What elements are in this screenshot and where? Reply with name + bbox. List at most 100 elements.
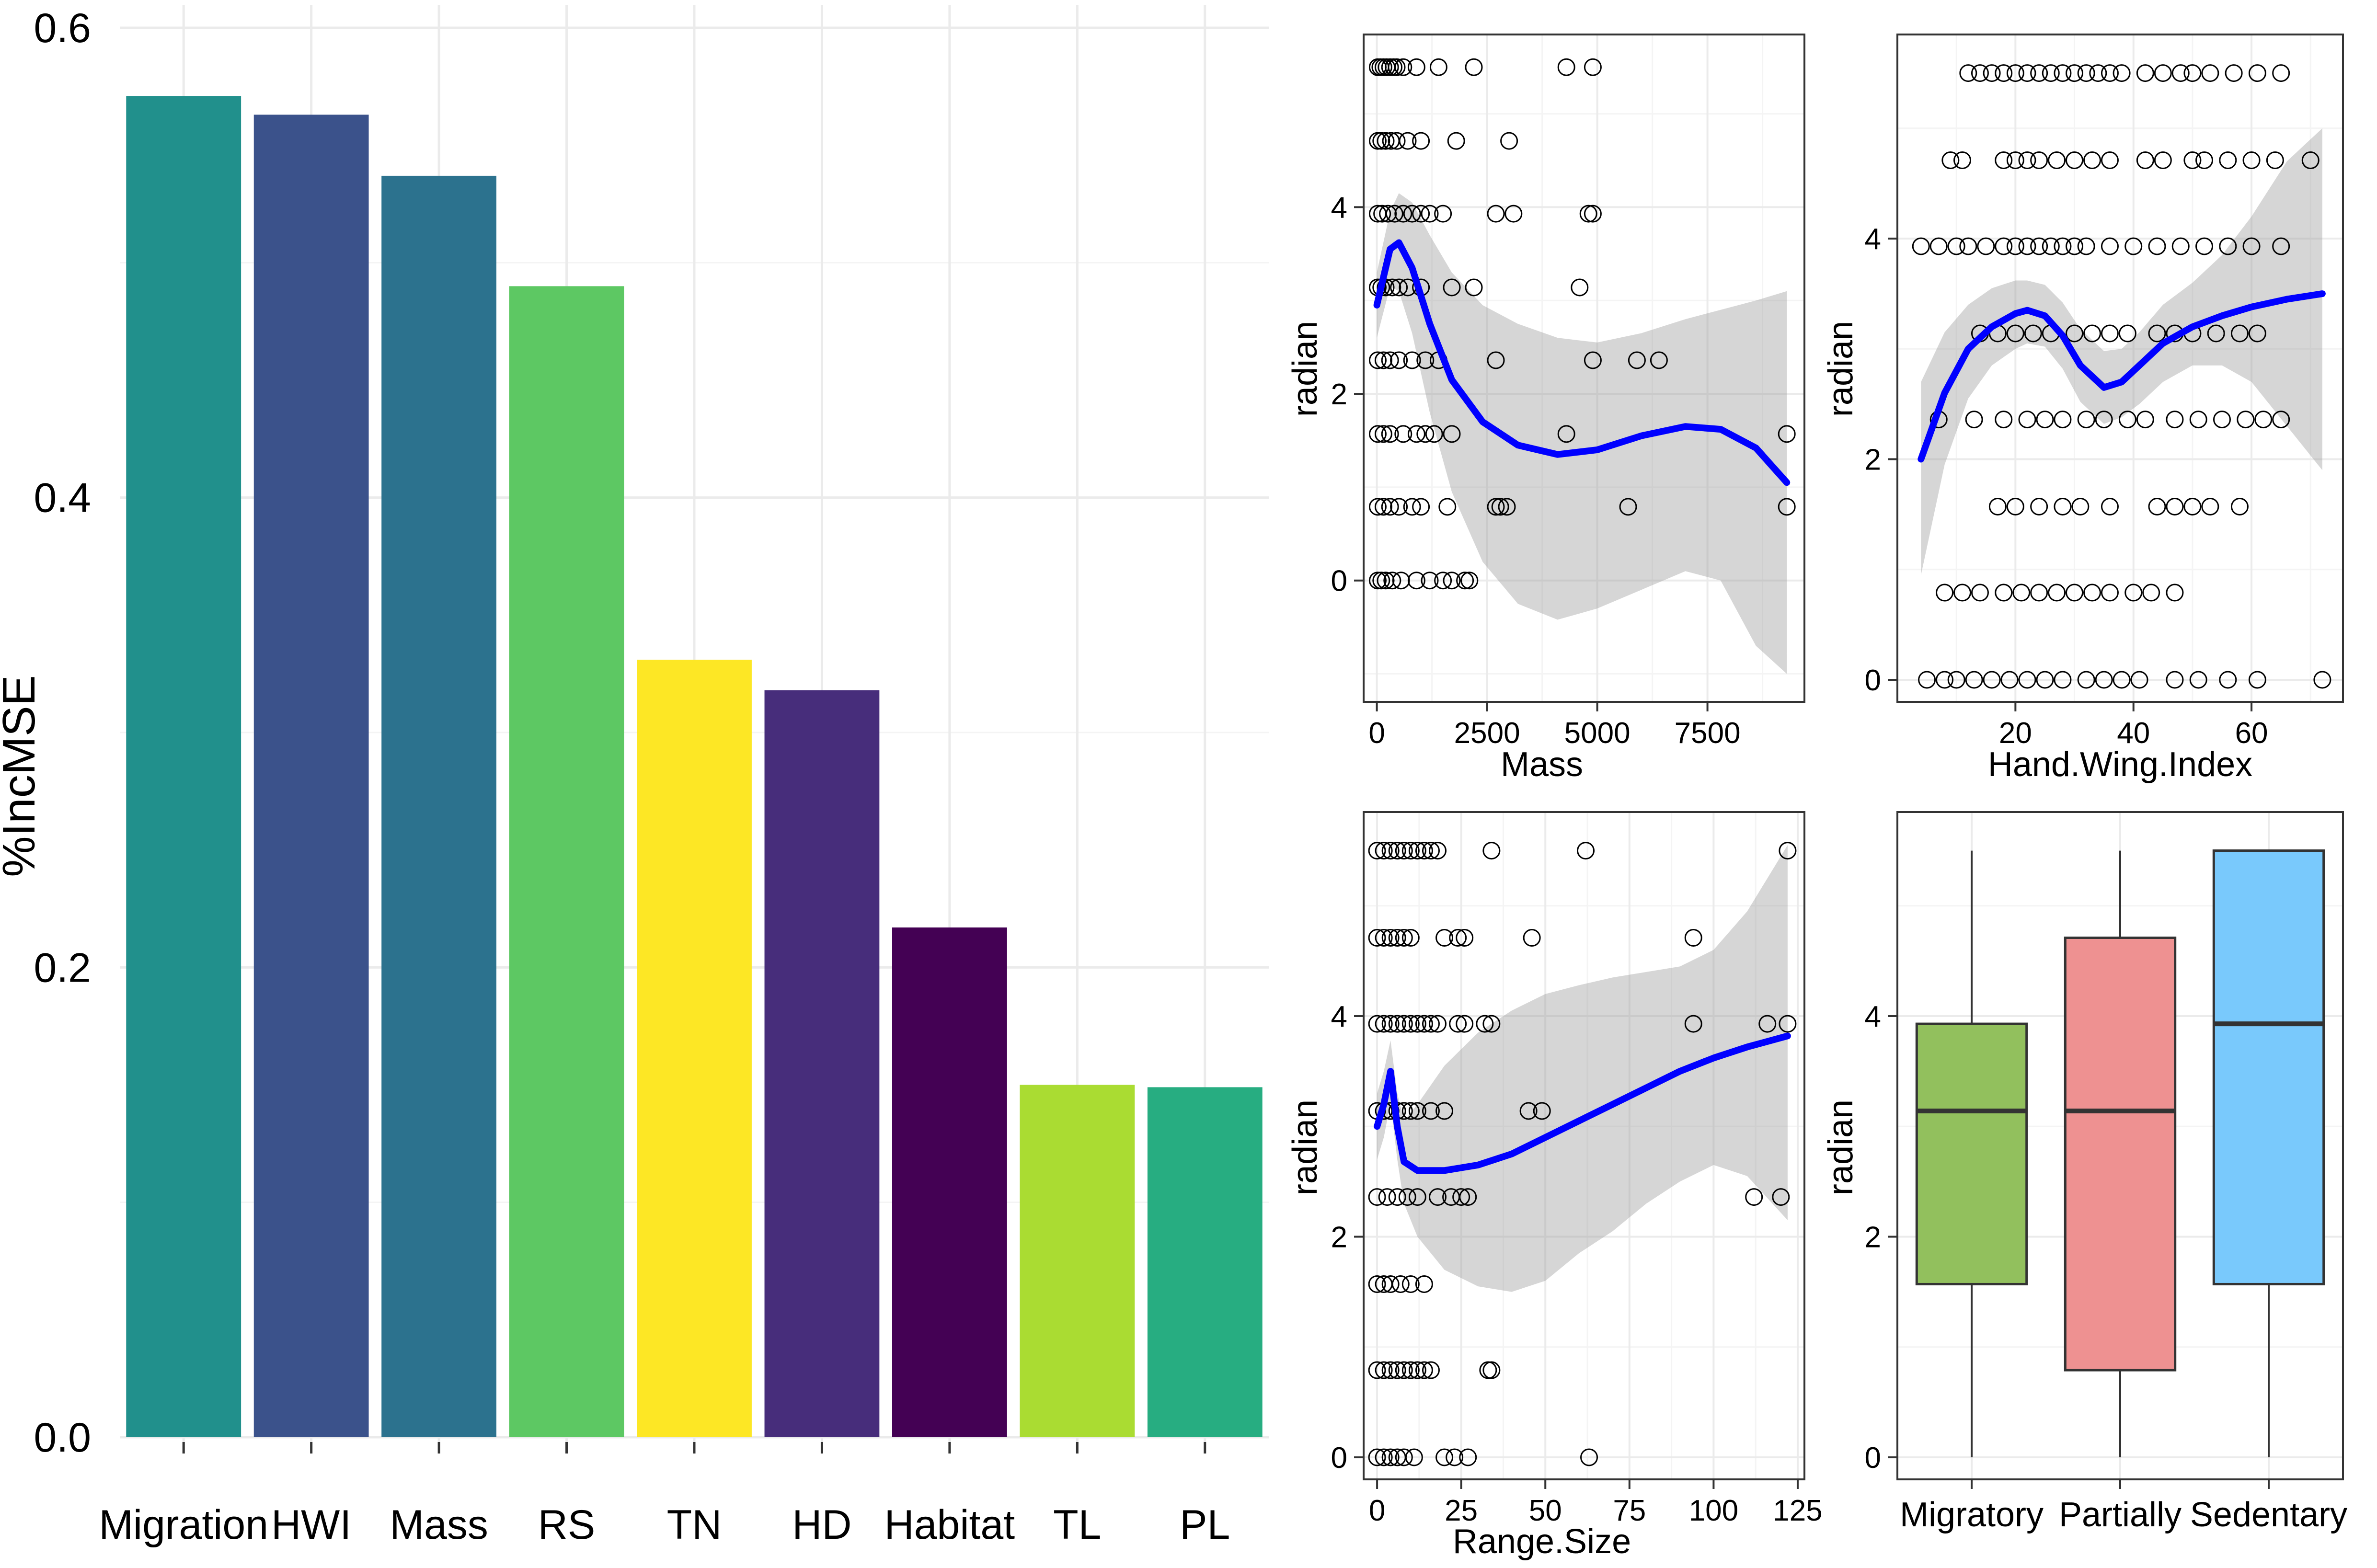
- data-point: [1381, 1275, 1400, 1293]
- data-point: [2207, 324, 2225, 343]
- data-point: [1447, 132, 1465, 150]
- data-point: [1619, 498, 1637, 516]
- data-point: [2101, 151, 2119, 169]
- x-tick-label: 7500: [1675, 717, 1741, 750]
- data-point: [1408, 1102, 1426, 1120]
- data-point: [1368, 1015, 1386, 1033]
- bar-tn: [637, 659, 752, 1437]
- data-point: [1372, 132, 1390, 150]
- data-point: [1422, 1015, 1440, 1033]
- data-point: [2225, 64, 2243, 82]
- bar-x-tick-label: Mass: [390, 1502, 488, 1548]
- data-point: [2183, 151, 2202, 169]
- x-tick-label: 125: [1773, 1494, 1822, 1527]
- data-point: [1388, 842, 1406, 860]
- data-point: [1373, 205, 1391, 223]
- hwi-scatter-panel: 20 40 60 0 2 4 Hand.Wing.Index radian: [1822, 34, 2344, 784]
- migration-boxplot-panel: 0 2 4 Migratory Partially Sedentary radian: [1822, 811, 2348, 1534]
- data-point: [2000, 671, 2019, 689]
- bar-migration: [126, 96, 241, 1437]
- bar-hd: [764, 690, 880, 1437]
- data-point: [2006, 64, 2024, 82]
- data-point: [2148, 237, 2166, 255]
- data-point: [2018, 64, 2036, 82]
- box-y-axis-label: radian: [1822, 1099, 1860, 1195]
- data-point: [1381, 425, 1399, 443]
- data-point: [1983, 64, 2001, 82]
- data-point: [2083, 324, 2101, 343]
- panel-border: [1363, 811, 1805, 1480]
- x-tick-label: 60: [2235, 717, 2268, 750]
- y-tick-label: 0: [1331, 1442, 1347, 1475]
- data-point: [2154, 64, 2172, 82]
- mass-frame: [1363, 34, 1805, 703]
- data-point: [1388, 1361, 1406, 1379]
- data-point: [2124, 237, 2143, 255]
- range-smooth: [1374, 1032, 1791, 1174]
- data-point: [1429, 58, 1447, 76]
- data-point: [1434, 205, 1452, 223]
- x-tick-label: 100: [1689, 1494, 1738, 1527]
- data-point: [1459, 1448, 1477, 1466]
- data-point: [1391, 1275, 1410, 1293]
- range-x-axis-label: Range.Size: [1453, 1522, 1631, 1561]
- data-point: [2272, 64, 2290, 82]
- data-point: [2136, 64, 2154, 82]
- mass-grid: [1364, 34, 1804, 702]
- data-point: [1936, 671, 1954, 689]
- data-point: [1405, 1448, 1423, 1466]
- y-tick-label: 0: [1865, 664, 1881, 697]
- data-point: [1584, 351, 1602, 369]
- data-point: [1415, 842, 1433, 860]
- data-point: [1407, 58, 1425, 76]
- range-ticks: 0 25 50 75 100 125 0 2 4: [1331, 1000, 1823, 1527]
- data-point: [2066, 64, 2084, 82]
- confidence-band: [1921, 128, 2322, 575]
- data-point: [1577, 842, 1595, 860]
- bar-pl: [1147, 1087, 1263, 1437]
- data-point: [1368, 498, 1387, 516]
- data-point: [2101, 324, 2119, 343]
- data-point: [2054, 411, 2072, 429]
- bar-tl: [1020, 1085, 1135, 1437]
- data-point: [2118, 324, 2136, 343]
- data-point: [2189, 671, 2207, 689]
- x-tick-label: 75: [1613, 1494, 1646, 1527]
- data-point: [1953, 584, 1971, 602]
- box-ticks: 0 2 4 Migratory Partially Sedentary: [1865, 1000, 2348, 1534]
- range-y-axis-label: radian: [1286, 1099, 1324, 1195]
- data-point: [2166, 497, 2184, 515]
- data-point: [2071, 497, 2090, 515]
- data-point: [1412, 132, 1430, 150]
- x-tick-label: 50: [1529, 1494, 1562, 1527]
- data-point: [1374, 498, 1392, 516]
- data-point: [1381, 351, 1399, 369]
- data-point: [1372, 572, 1390, 590]
- data-point: [1983, 671, 2001, 689]
- y-tick-label: 4: [1331, 191, 1347, 224]
- bar-y-tick-label: 0.4: [34, 475, 91, 521]
- confidence-band: [1377, 193, 1787, 674]
- data-point: [1381, 1361, 1400, 1379]
- hwi-confidence-band: [1921, 128, 2322, 575]
- data-point: [2083, 584, 2101, 602]
- data-point: [2018, 151, 2036, 169]
- bar-x-tick-label: HWI: [271, 1502, 351, 1548]
- hwi-x-axis-label: Hand.Wing.Index: [1988, 745, 2252, 784]
- data-point: [1487, 351, 1505, 369]
- data-point: [2095, 671, 2113, 689]
- data-point: [1947, 237, 1965, 255]
- data-point: [2124, 584, 2143, 602]
- data-point: [1368, 425, 1387, 443]
- data-point: [2189, 411, 2207, 429]
- data-point: [1684, 1015, 1702, 1033]
- range-scatter-panel: 0 25 50 75 100 125 0 2 4 Range.Size radian: [1286, 811, 1823, 1561]
- box-migratory: [1915, 1022, 2028, 1285]
- hwi-ticks: 20 40 60 0 2 4: [1865, 223, 2268, 750]
- data-point: [1401, 1015, 1420, 1033]
- data-point: [1745, 1188, 1763, 1206]
- data-point: [2066, 584, 2084, 602]
- data-point: [2248, 64, 2266, 82]
- data-point: [2166, 671, 2184, 689]
- data-point: [1941, 151, 1960, 169]
